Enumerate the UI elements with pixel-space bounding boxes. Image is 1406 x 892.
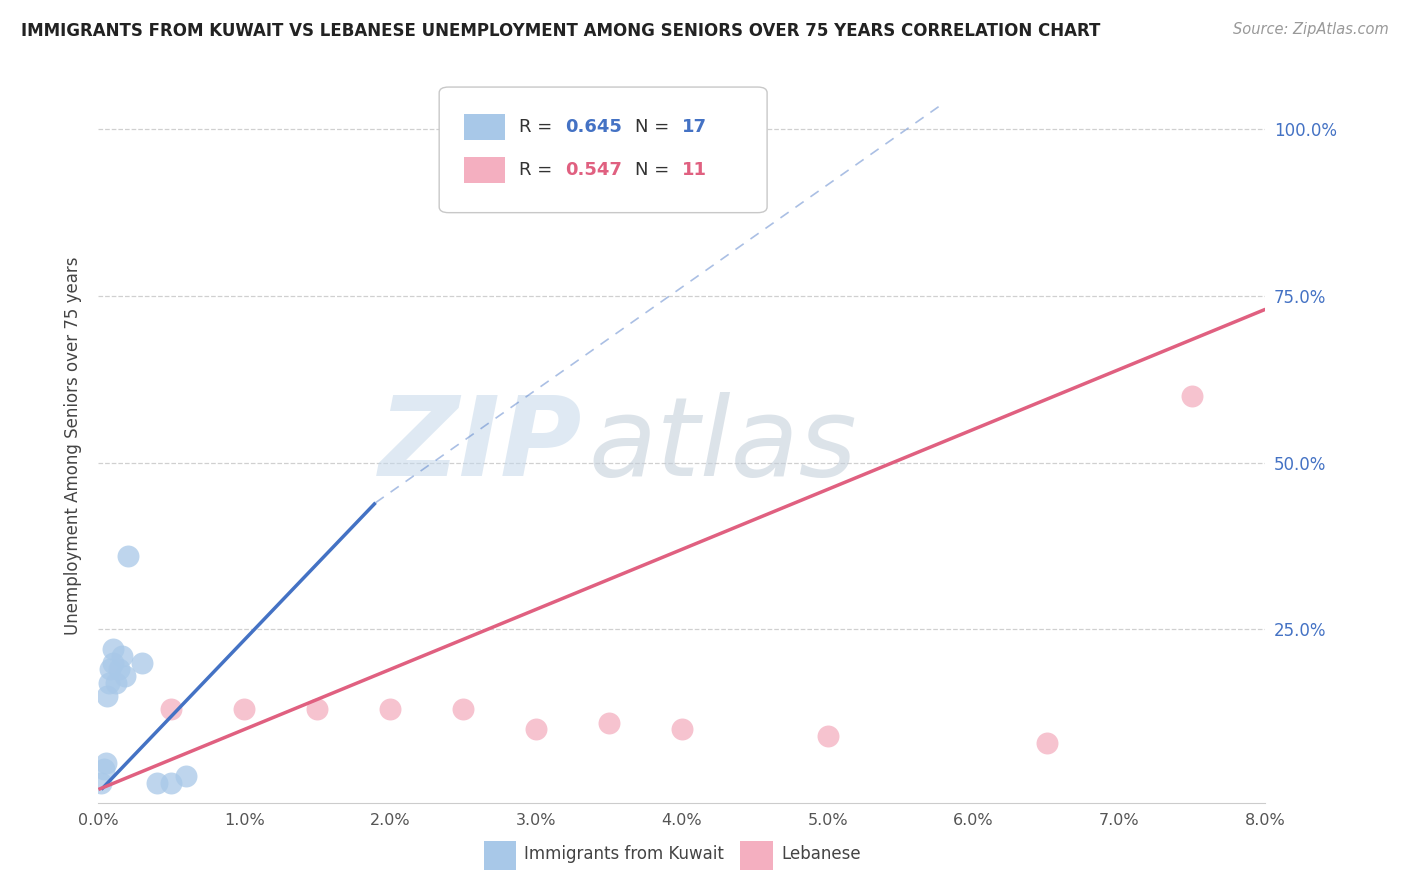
Text: Immigrants from Kuwait: Immigrants from Kuwait: [524, 846, 724, 863]
Point: [174, 769, 197, 783]
Bar: [484, 841, 516, 870]
Point: [233, 702, 256, 716]
Point: [94, 756, 117, 770]
Y-axis label: Unemployment Among Seniors over 75 years: Unemployment Among Seniors over 75 years: [65, 257, 83, 635]
Point: [131, 656, 153, 670]
Point: [98, 662, 121, 676]
Text: Lebanese: Lebanese: [782, 846, 860, 863]
Point: [90, 776, 112, 790]
Text: R =: R =: [519, 161, 558, 178]
Point: [101, 656, 124, 670]
Point: [160, 702, 183, 716]
Point: [671, 723, 693, 737]
Point: [117, 549, 139, 563]
Point: [104, 675, 127, 690]
Text: IMMIGRANTS FROM KUWAIT VS LEBANESE UNEMPLOYMENT AMONG SENIORS OVER 75 YEARS CORR: IMMIGRANTS FROM KUWAIT VS LEBANESE UNEMP…: [21, 22, 1101, 40]
Point: [101, 642, 124, 657]
Point: [93, 763, 115, 777]
Bar: [464, 157, 505, 183]
Point: [114, 669, 136, 683]
Point: [1035, 736, 1057, 750]
Point: [817, 729, 839, 743]
Point: [451, 702, 474, 716]
FancyBboxPatch shape: [439, 87, 768, 212]
Text: atlas: atlas: [589, 392, 858, 500]
Text: 11: 11: [682, 161, 707, 178]
Point: [108, 662, 131, 676]
Text: ZIP: ZIP: [380, 392, 582, 500]
Point: [598, 715, 620, 730]
Point: [111, 649, 134, 664]
Text: 17: 17: [682, 118, 707, 136]
Text: R =: R =: [519, 118, 558, 136]
Point: [96, 689, 118, 703]
Text: 0.645: 0.645: [565, 118, 621, 136]
Point: [160, 776, 183, 790]
Text: N =: N =: [636, 118, 675, 136]
Point: [524, 723, 547, 737]
Point: [146, 776, 169, 790]
Text: N =: N =: [636, 161, 675, 178]
Point: [1181, 389, 1204, 403]
Text: Source: ZipAtlas.com: Source: ZipAtlas.com: [1233, 22, 1389, 37]
Bar: [741, 841, 773, 870]
Bar: [464, 114, 505, 140]
Point: [307, 702, 329, 716]
Text: 0.547: 0.547: [565, 161, 621, 178]
Point: [378, 702, 402, 716]
Point: [97, 675, 120, 690]
